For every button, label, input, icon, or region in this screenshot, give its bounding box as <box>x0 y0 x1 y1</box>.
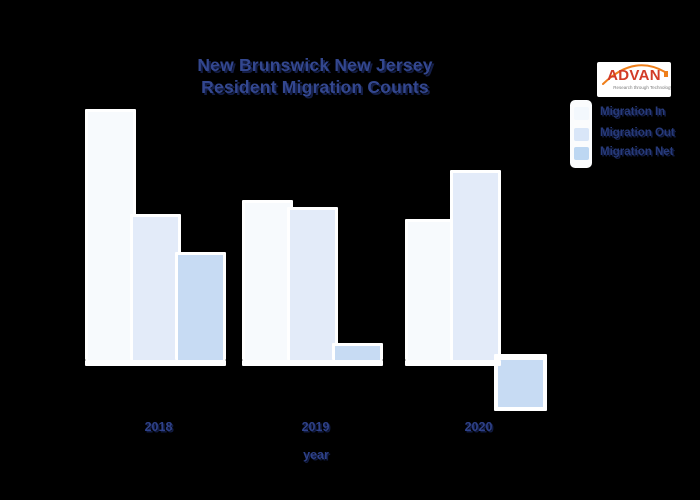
chart-title: New Brunswick New Jersey Resident Migrat… <box>0 54 630 98</box>
baseline-strip-2019 <box>242 360 383 366</box>
legend-swatch-migration-out <box>574 128 589 141</box>
bar-migration-out-2019 <box>290 210 335 360</box>
bar-migration-in-2020 <box>408 222 453 360</box>
x-tick-2018: 2018 <box>144 420 173 434</box>
bar-migration-in-2018 <box>88 112 133 360</box>
bar-migration-net-2019 <box>335 346 380 360</box>
legend-label-migration-in: Migration In <box>600 106 666 118</box>
bar-migration-in-2019 <box>245 203 290 360</box>
bar-migration-net-2018 <box>178 255 223 360</box>
chart-title-line2: Resident Migration Counts <box>201 77 429 97</box>
baseline-strip-2018 <box>85 360 226 366</box>
x-tick-2020: 2020 <box>464 420 493 434</box>
bar-migration-out-2020 <box>453 173 498 360</box>
baseline-strip-2020 <box>405 360 501 366</box>
legend-swatch-migration-in <box>574 107 589 120</box>
x-axis-title: year <box>303 448 329 462</box>
bar-migration-out-2018 <box>133 217 178 360</box>
logo-swoosh-icon <box>602 64 668 85</box>
advan-logo: ADVAN Research through Technology <box>597 62 671 97</box>
legend-label-migration-net: Migration Net <box>600 146 674 158</box>
bar-migration-net-2020 <box>498 360 543 407</box>
logo-tagline: Research through Technology <box>613 85 671 91</box>
chart-title-line1: New Brunswick New Jersey <box>197 55 433 75</box>
legend-label-migration-out: Migration Out <box>600 127 675 139</box>
legend-swatch-migration-net <box>574 147 589 160</box>
logo-wordmark: ADVAN <box>607 67 661 84</box>
x-tick-2019: 2019 <box>301 420 330 434</box>
